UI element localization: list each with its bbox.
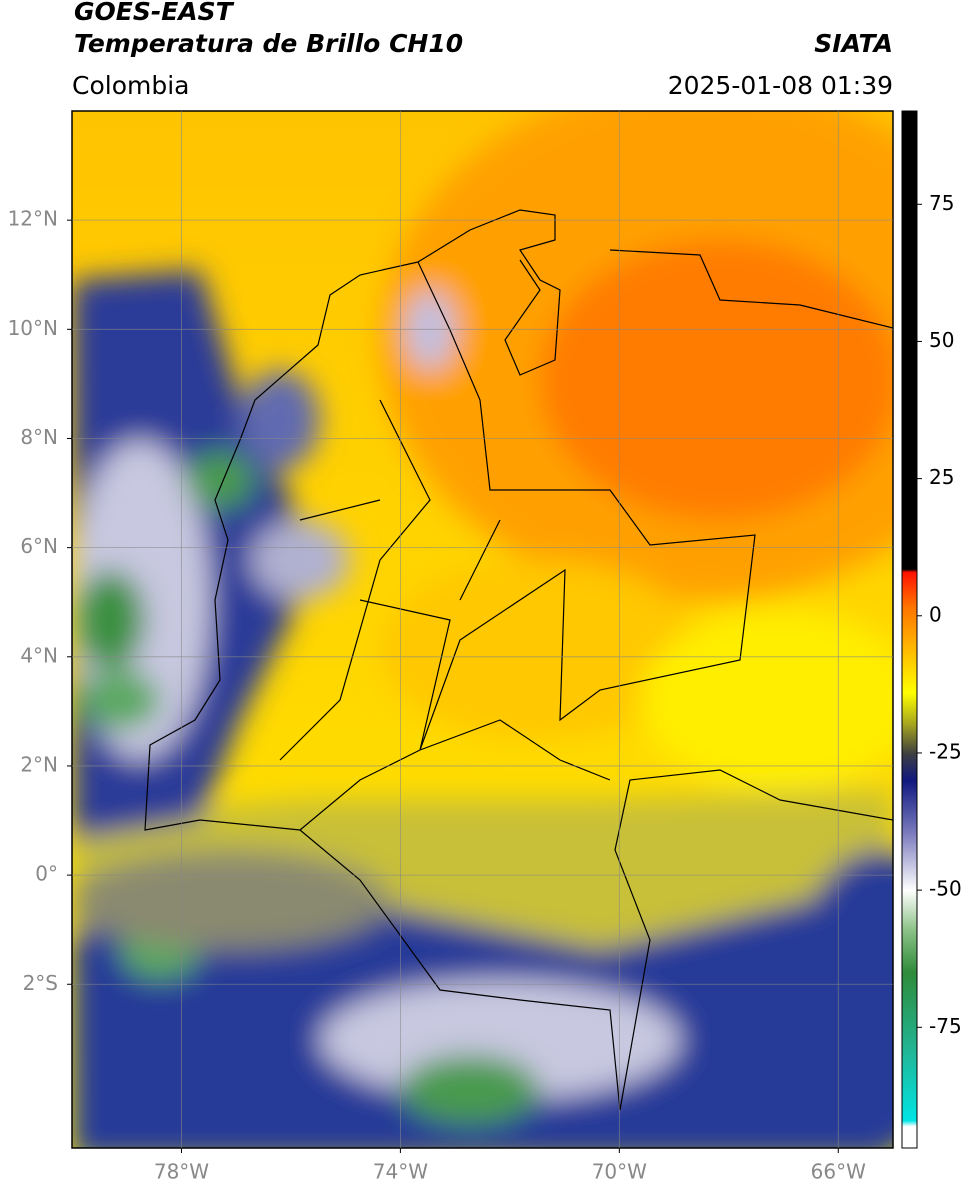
colorbar-segment (902, 111, 917, 570)
colorbar-segment (902, 752, 917, 781)
colorbar-segment (902, 928, 917, 973)
region: Colombia (72, 71, 189, 100)
colorbar-segment (902, 725, 917, 754)
colorbar-segment (902, 643, 917, 694)
colorbar-frame (901, 110, 918, 1149)
colorbar-segment (902, 571, 917, 606)
y-tick-label: 2°N (20, 752, 58, 776)
source: SIATA (814, 29, 893, 58)
y-tick-label: 12°N (8, 207, 58, 231)
title-line1: GOES-EAST (74, 0, 235, 26)
colorbar-tick-label: 75 (929, 191, 954, 215)
colorbar-segment (902, 1120, 917, 1127)
y-tick-label: 8°N (20, 425, 58, 449)
datetime: 2025-01-08 01:39 (668, 71, 893, 100)
y-tick-label: 4°N (20, 643, 58, 667)
colorbar-segment (902, 972, 917, 1056)
x-tick-label: 78°W (154, 1160, 209, 1184)
colorbar-segment (902, 569, 917, 573)
colorbar-segment (902, 1054, 917, 1122)
colorbar-tick-label: -75 (929, 1014, 962, 1038)
map-frame (71, 110, 894, 1149)
colorbar-tick-label: -50 (929, 877, 962, 901)
satellite-image (72, 111, 893, 1148)
colorbar-tick-label: -25 (929, 739, 962, 763)
x-tick-label: 70°W (592, 1160, 647, 1184)
colorbar-tick-label: 50 (929, 328, 954, 352)
colorbar-tick-label: 0 (929, 602, 942, 626)
y-tick-label: 10°N (8, 316, 58, 340)
y-tick-label: 2°S (23, 971, 58, 995)
x-tick-label: 74°W (373, 1160, 428, 1184)
colorbar-segment (902, 1126, 917, 1149)
colorbar-tick-label: 25 (929, 465, 954, 489)
y-tick-label: 0° (35, 862, 58, 886)
title-line2: Temperatura de Brillo CH10 (74, 29, 463, 58)
colorbar-segment (902, 890, 917, 930)
x-tick-label: 66°W (811, 1160, 866, 1184)
colorbar-segment (902, 780, 917, 836)
colorbar-segment (902, 692, 917, 727)
colorbar-segment (902, 835, 917, 891)
colorbar-segment (902, 604, 917, 644)
y-tick-label: 6°N (20, 534, 58, 558)
